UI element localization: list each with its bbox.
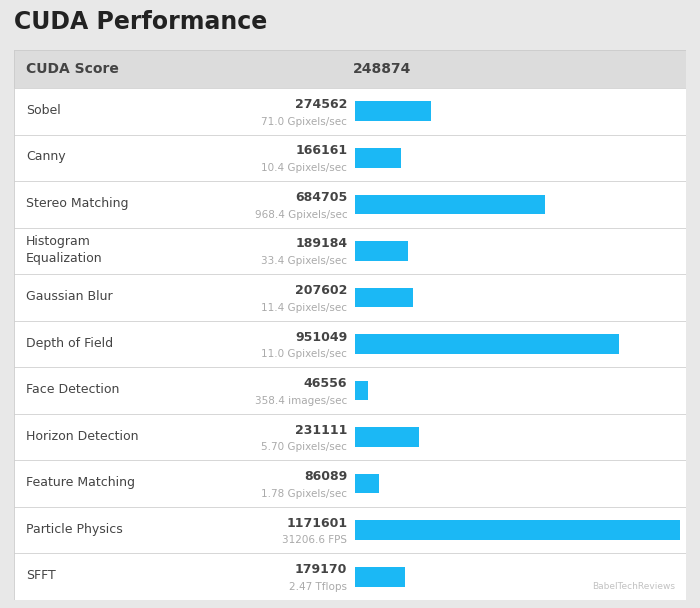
FancyBboxPatch shape xyxy=(14,367,686,414)
FancyBboxPatch shape xyxy=(14,134,686,181)
Text: 11.0 Gpixels/sec: 11.0 Gpixels/sec xyxy=(262,349,347,359)
Text: 71.0 Gpixels/sec: 71.0 Gpixels/sec xyxy=(262,117,347,126)
Text: 166161: 166161 xyxy=(295,144,347,157)
Text: 2.47 Tflops: 2.47 Tflops xyxy=(289,582,347,592)
Text: 207602: 207602 xyxy=(295,284,347,297)
FancyBboxPatch shape xyxy=(356,520,680,540)
FancyBboxPatch shape xyxy=(14,88,686,134)
Text: 248874: 248874 xyxy=(354,62,412,76)
Text: Stereo Matching: Stereo Matching xyxy=(26,197,129,210)
Text: 274562: 274562 xyxy=(295,98,347,111)
Text: Gaussian Blur: Gaussian Blur xyxy=(26,290,113,303)
FancyBboxPatch shape xyxy=(14,181,686,227)
Text: Histogram
Equalization: Histogram Equalization xyxy=(26,235,103,265)
Text: 10.4 Gpixels/sec: 10.4 Gpixels/sec xyxy=(262,163,347,173)
Text: 358.4 images/sec: 358.4 images/sec xyxy=(255,396,347,406)
FancyBboxPatch shape xyxy=(356,474,379,494)
Text: 951049: 951049 xyxy=(295,331,347,344)
FancyBboxPatch shape xyxy=(356,288,413,307)
Text: 1171601: 1171601 xyxy=(286,517,347,530)
Text: CUDA Performance: CUDA Performance xyxy=(14,10,267,34)
FancyBboxPatch shape xyxy=(14,227,686,274)
Text: 189184: 189184 xyxy=(295,238,347,250)
FancyBboxPatch shape xyxy=(14,50,686,88)
Text: 5.70 Gpixels/sec: 5.70 Gpixels/sec xyxy=(262,443,347,452)
FancyBboxPatch shape xyxy=(356,427,419,447)
FancyBboxPatch shape xyxy=(14,414,686,460)
FancyBboxPatch shape xyxy=(356,195,545,214)
Text: 33.4 Gpixels/sec: 33.4 Gpixels/sec xyxy=(261,256,347,266)
Text: Depth of Field: Depth of Field xyxy=(26,337,113,350)
FancyBboxPatch shape xyxy=(14,50,686,600)
FancyBboxPatch shape xyxy=(14,460,686,507)
FancyBboxPatch shape xyxy=(14,553,686,600)
Text: Particle Physics: Particle Physics xyxy=(26,523,122,536)
Text: 968.4 Gpixels/sec: 968.4 Gpixels/sec xyxy=(255,210,347,219)
FancyBboxPatch shape xyxy=(356,241,408,261)
Text: 46556: 46556 xyxy=(304,377,347,390)
FancyBboxPatch shape xyxy=(14,321,686,367)
Text: 86089: 86089 xyxy=(304,470,347,483)
Text: Canny: Canny xyxy=(26,150,66,164)
Text: BabelTechReviews: BabelTechReviews xyxy=(592,582,675,591)
Text: Feature Matching: Feature Matching xyxy=(26,476,135,489)
FancyBboxPatch shape xyxy=(356,381,368,400)
FancyBboxPatch shape xyxy=(14,274,686,321)
Text: Face Detection: Face Detection xyxy=(26,383,120,396)
Text: 11.4 Gpixels/sec: 11.4 Gpixels/sec xyxy=(261,303,347,313)
Text: 684705: 684705 xyxy=(295,191,347,204)
Text: 231111: 231111 xyxy=(295,424,347,437)
Text: SFFT: SFFT xyxy=(26,569,56,582)
Text: CUDA Score: CUDA Score xyxy=(26,62,119,76)
Text: Sobel: Sobel xyxy=(26,104,61,117)
Text: 1.78 Gpixels/sec: 1.78 Gpixels/sec xyxy=(261,489,347,499)
FancyBboxPatch shape xyxy=(356,334,619,354)
FancyBboxPatch shape xyxy=(356,567,405,587)
FancyBboxPatch shape xyxy=(356,148,401,168)
Text: 179170: 179170 xyxy=(295,563,347,576)
Text: 31206.6 FPS: 31206.6 FPS xyxy=(282,536,347,545)
FancyBboxPatch shape xyxy=(14,507,686,553)
Text: Horizon Detection: Horizon Detection xyxy=(26,430,139,443)
FancyBboxPatch shape xyxy=(356,102,431,121)
